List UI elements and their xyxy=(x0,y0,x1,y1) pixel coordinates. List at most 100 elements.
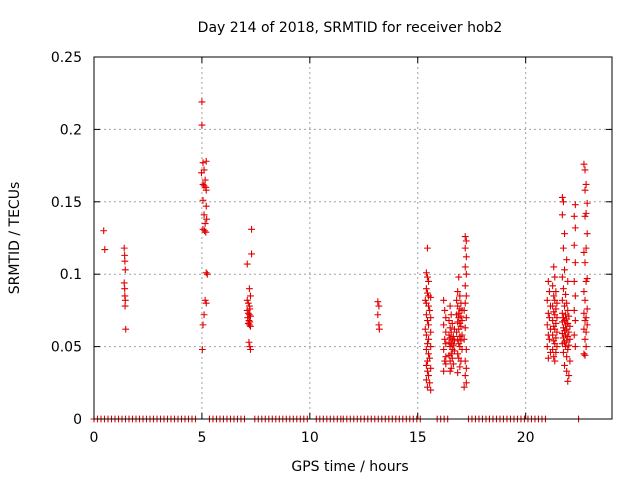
data-point xyxy=(549,302,557,310)
data-point xyxy=(247,322,254,330)
data-point xyxy=(449,341,457,349)
data-point xyxy=(427,364,435,372)
data-point xyxy=(374,311,382,319)
data-point xyxy=(200,311,208,319)
data-point xyxy=(447,364,455,372)
data-point xyxy=(580,288,588,295)
data-point xyxy=(462,270,470,278)
data-point xyxy=(445,317,453,324)
data-point xyxy=(453,328,460,336)
data-point xyxy=(553,343,561,350)
data-point xyxy=(565,328,573,336)
data-point xyxy=(446,324,454,332)
data-point xyxy=(199,321,207,329)
axis-ticks xyxy=(93,56,612,420)
data-point xyxy=(546,314,553,322)
data-point xyxy=(571,259,579,267)
data-point xyxy=(441,335,449,343)
data-point xyxy=(445,351,453,359)
data-point xyxy=(558,211,566,219)
data-point xyxy=(446,367,454,375)
data-point xyxy=(427,386,435,394)
data-point xyxy=(202,186,210,194)
data-point xyxy=(462,314,470,322)
data-point xyxy=(454,335,462,343)
data-point xyxy=(243,307,251,314)
data-point xyxy=(583,305,591,313)
data-point xyxy=(200,211,208,219)
data-point xyxy=(456,320,464,327)
data-point xyxy=(442,314,450,322)
data-point xyxy=(198,121,206,129)
data-point xyxy=(558,194,566,201)
data-point xyxy=(446,357,454,365)
data-point xyxy=(246,343,254,350)
data-point xyxy=(440,346,448,353)
data-point xyxy=(427,314,435,322)
data-point xyxy=(427,293,435,301)
data-point xyxy=(582,181,590,188)
data-point xyxy=(244,299,252,307)
data-point xyxy=(374,298,382,306)
data-point xyxy=(582,278,590,285)
data-point xyxy=(425,302,432,310)
data-point xyxy=(558,330,566,337)
data-point xyxy=(581,212,589,220)
data-point xyxy=(560,334,567,342)
data-point xyxy=(454,369,462,377)
data-point xyxy=(248,250,255,258)
data-point xyxy=(422,376,430,384)
data-point xyxy=(421,325,429,333)
data-point xyxy=(451,347,458,355)
data-point xyxy=(442,353,450,361)
data-point xyxy=(583,275,591,282)
data-point xyxy=(203,215,211,223)
data-point xyxy=(462,364,470,372)
data-point xyxy=(201,176,209,184)
data-point xyxy=(198,98,206,106)
data-point xyxy=(544,309,552,317)
data-point xyxy=(425,278,432,285)
data-point xyxy=(120,244,128,252)
data-point xyxy=(563,256,571,264)
data-point xyxy=(565,341,573,349)
y-tick-label: 0.25 xyxy=(51,50,82,66)
data-point xyxy=(243,260,251,268)
data-point xyxy=(570,331,578,339)
data-point xyxy=(583,230,591,238)
data-point xyxy=(560,324,567,332)
data-point xyxy=(571,201,579,209)
data-point xyxy=(550,337,558,345)
data-point xyxy=(424,383,431,391)
data-point xyxy=(422,331,430,339)
data-point xyxy=(448,320,456,327)
data-point xyxy=(243,296,251,304)
data-point xyxy=(544,354,552,362)
data-point xyxy=(582,244,590,252)
data-point xyxy=(424,289,431,297)
grid-lines xyxy=(94,57,612,419)
data-point xyxy=(558,273,566,281)
data-point xyxy=(571,224,579,232)
data-point xyxy=(203,270,211,278)
data-point xyxy=(581,351,589,359)
data-point xyxy=(460,335,468,343)
data-point xyxy=(571,292,579,300)
data-point xyxy=(571,317,579,324)
data-point xyxy=(553,328,561,336)
data-point xyxy=(375,325,383,333)
data-point xyxy=(461,324,469,332)
data-point xyxy=(201,296,209,304)
x-axis-label: GPS time / hours xyxy=(291,459,408,475)
data-point xyxy=(543,296,551,304)
data-point xyxy=(451,337,458,345)
data-point xyxy=(550,353,558,361)
data-point xyxy=(563,353,571,361)
data-point xyxy=(201,227,208,235)
data-point xyxy=(421,296,429,304)
x-tick-label: 0 xyxy=(90,430,99,446)
data-point xyxy=(442,360,450,368)
data-point xyxy=(454,350,462,358)
data-point xyxy=(461,282,469,290)
data-point xyxy=(580,160,588,168)
